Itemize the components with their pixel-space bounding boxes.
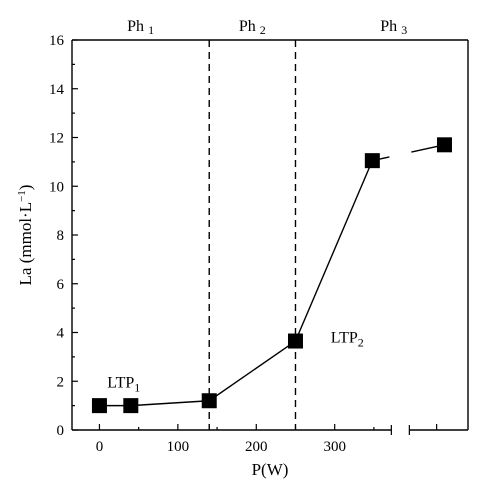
y-tick-label: 2 — [57, 374, 65, 390]
series-segment — [208, 340, 296, 402]
x-tick-label: 300 — [323, 439, 346, 455]
y-tick-label: 14 — [49, 82, 65, 98]
data-point — [201, 393, 217, 409]
data-point — [364, 153, 380, 169]
labels-group: 0 2 4 6 8 10 12 14 16 0 100 200 300 P(W) La (mmol·L−1)… — [16, 18, 407, 479]
phase-label: Ph 3 — [380, 18, 407, 37]
series-segment — [294, 160, 373, 342]
data-point — [436, 137, 452, 153]
x-axis-title: P(W) — [252, 460, 289, 479]
y-tick-label: 8 — [57, 228, 65, 244]
series-group — [91, 137, 452, 414]
annotation-ltp1: LTP1 — [107, 374, 140, 394]
x-tick-label: 100 — [167, 439, 190, 455]
series-segment — [130, 400, 210, 407]
y-tick-label: 0 — [57, 423, 65, 439]
x-tick-label: 200 — [245, 439, 268, 455]
data-point — [123, 398, 139, 414]
y-tick-label: 6 — [57, 277, 65, 293]
phase-label: Ph 2 — [239, 18, 266, 37]
y-axis-title: La (mmol·L−1) — [16, 185, 35, 286]
y-tick-label: 16 — [49, 33, 65, 49]
y-tick-label: 4 — [57, 326, 65, 342]
y-tick-label: 10 — [49, 179, 64, 195]
data-point — [287, 333, 303, 349]
annotation-ltp2: LTP2 — [331, 329, 364, 349]
phase-dividers — [208, 40, 297, 430]
phase-label: Ph 1 — [127, 18, 154, 37]
x-tick-label: 0 — [96, 439, 104, 455]
data-point — [91, 398, 107, 414]
axes-group — [71, 39, 469, 435]
y-tick-label: 12 — [49, 131, 64, 147]
